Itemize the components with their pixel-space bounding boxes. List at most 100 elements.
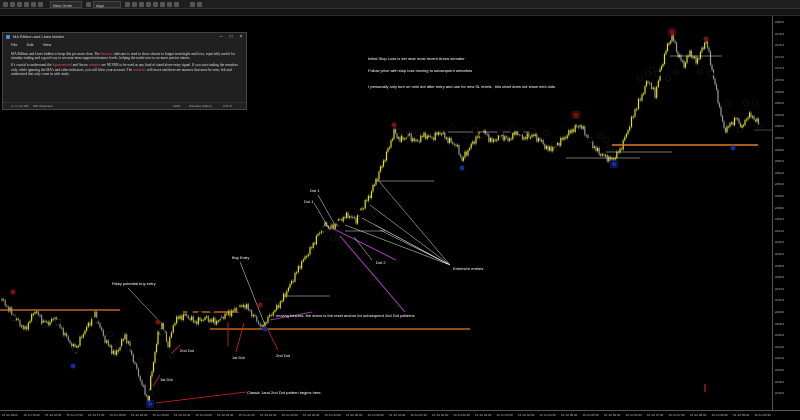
magenta-trend-line (339, 235, 406, 313)
candle-body (189, 318, 191, 321)
annotation-dot1-upper: Dot 1 (310, 188, 320, 193)
paragraph-text: will move and there are nuances that mus… (11, 67, 232, 77)
new-order-button[interactable]: New Order (50, 1, 82, 8)
candle-body (666, 43, 669, 51)
candle-body (545, 145, 547, 149)
candle-body (34, 312, 36, 314)
profiles-icon[interactable] (17, 2, 22, 7)
candle-body (547, 145, 549, 151)
semafor-dot (757, 124, 763, 130)
candle-body (444, 132, 446, 139)
candle-body (112, 350, 114, 354)
price-chart[interactable] (0, 16, 772, 410)
candle-body (397, 137, 400, 139)
candle-body (214, 317, 216, 325)
candle-body (399, 137, 401, 142)
candle-body (336, 224, 338, 226)
crosshair-icon[interactable] (197, 2, 202, 7)
semafor-dot-red (573, 112, 579, 118)
candle-body (7, 306, 10, 312)
price-label: 2456.0 (775, 159, 785, 164)
candle-body (91, 319, 93, 326)
semafor-dot (169, 353, 175, 359)
menu-file[interactable]: File (11, 42, 18, 47)
price-label: 2472.0 (775, 66, 785, 71)
candle-body (299, 266, 301, 269)
notepad-window[interactable]: MA Ribbon and Lines hidden – □ × File Ed… (2, 32, 247, 110)
menu-view[interactable]: View (42, 42, 52, 47)
candle-body (315, 235, 317, 245)
notepad-menubar: File Edit View (3, 41, 246, 48)
candle-body (662, 64, 664, 67)
menu-edit[interactable]: Edit (26, 42, 34, 47)
candle-body (96, 311, 98, 322)
candle-body (297, 266, 299, 273)
notepad-titlebar[interactable]: MA Ribbon and Lines hidden – □ × (3, 33, 246, 41)
candle-body (738, 118, 740, 124)
candle-body (402, 135, 404, 140)
candle-body (684, 62, 687, 68)
candle-body (249, 309, 251, 312)
market-watch-icon[interactable] (24, 2, 29, 7)
zoom-out-icon[interactable] (132, 2, 137, 7)
semafor-dot (92, 317, 98, 323)
minimize-icon[interactable]: – (219, 34, 223, 40)
candle-body (204, 317, 206, 320)
candle-body (174, 323, 176, 326)
chart-icon[interactable] (86, 2, 91, 7)
grid-icon[interactable] (139, 2, 144, 7)
candle-body (320, 231, 323, 233)
periods-icon[interactable] (167, 2, 172, 7)
candle-body (29, 321, 31, 323)
price-label: 2438.0 (775, 263, 785, 268)
close-icon[interactable]: × (239, 34, 243, 40)
candle-body (693, 56, 696, 58)
indicators-icon[interactable] (160, 2, 165, 7)
semafor-dot-blue (459, 165, 465, 171)
autoscroll-icon[interactable] (146, 2, 151, 7)
candle-body (735, 117, 737, 120)
candle-body (199, 317, 201, 321)
candle-body (717, 89, 719, 104)
new-chart-icon[interactable] (10, 2, 15, 7)
navigator-icon[interactable] (31, 2, 36, 7)
candle-body (131, 350, 133, 355)
candle-body (301, 261, 303, 269)
candle-body (312, 242, 314, 248)
cursor-icon[interactable] (190, 2, 195, 7)
menu-icon[interactable] (3, 2, 8, 7)
candle-body (525, 137, 527, 140)
candle-body (276, 304, 278, 310)
notepad-text-area[interactable]: MA Ribbon and Lines hidden to keep this … (3, 48, 246, 83)
annotation-pointer-line (313, 202, 331, 231)
semafor-dot (479, 132, 485, 138)
zoom-level: 100% (173, 104, 181, 108)
candle-body (639, 98, 641, 101)
time-label: 15 Jul 19:00 (152, 413, 169, 417)
candle-body (104, 335, 106, 343)
highlighted-term: Semafor (100, 52, 113, 56)
candle-body (206, 316, 208, 318)
candle-body (72, 344, 74, 347)
templates-icon[interactable] (174, 2, 179, 7)
time-label: 16 Jul 04:00 (518, 413, 535, 417)
annotation-classic-pattern: Classic 1and 2nd Dot pattern begins here… (247, 390, 322, 395)
candle-body (677, 51, 679, 57)
candle-body (462, 157, 465, 161)
candle-body (167, 341, 169, 348)
zoom-in-icon[interactable] (125, 2, 130, 7)
maximize-icon[interactable]: □ (229, 34, 233, 40)
candle-body (412, 138, 414, 142)
algo-trading-button[interactable]: Algo Trading (93, 1, 121, 15)
candle-body (649, 82, 651, 84)
price-label: 2436.0 (775, 275, 785, 280)
data-window-icon[interactable] (38, 2, 43, 7)
semafor-dot (115, 342, 121, 348)
candle-body (637, 98, 640, 109)
candle-body (24, 326, 26, 330)
annotation-pointer-line (344, 224, 451, 266)
candle-body (373, 184, 376, 186)
candle-body (745, 119, 748, 121)
chart-shift-icon[interactable] (153, 2, 158, 7)
candle-body (252, 314, 254, 317)
